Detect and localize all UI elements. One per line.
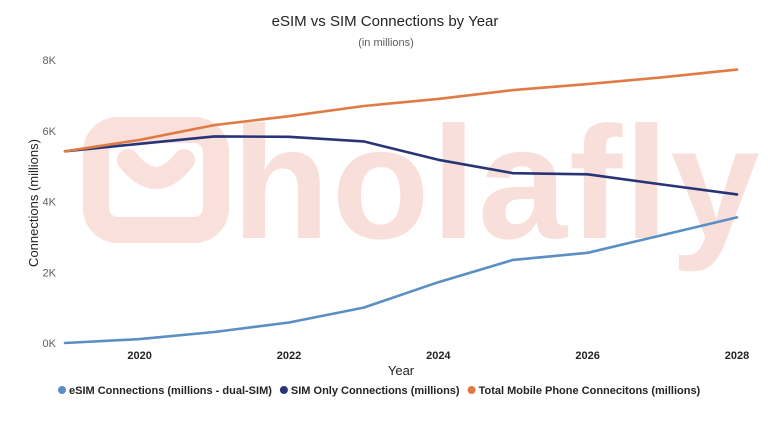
x-tick-label: 2028 — [725, 350, 749, 362]
y-tick-label: 4K — [43, 197, 57, 209]
watermark-logo: holafly — [83, 93, 762, 272]
y-tick-label: 2K — [43, 267, 57, 279]
legend: eSIM Connections (millions - dual-SIM) SI… — [58, 385, 701, 397]
watermark-smile-icon — [117, 149, 195, 189]
watermark-sim-icon — [83, 117, 229, 243]
series-lines — [63, 68, 739, 345]
chart-title: eSIM vs SIM Connections by Year — [272, 13, 499, 30]
legend-item-esim: eSIM Connections (millions - dual-SIM) — [58, 385, 272, 397]
series-line-sim-only — [63, 135, 739, 196]
x-tick-label: 2024 — [426, 350, 451, 362]
y-tick-label: 0K — [43, 338, 57, 350]
legend-marker-total — [467, 386, 476, 394]
legend-marker-sim-only — [279, 386, 288, 394]
y-axis-title: Connections (millions) — [26, 139, 41, 267]
legend-marker-esim — [58, 386, 66, 394]
legend-item-total: Total Mobile Phone Connecitons (millions… — [467, 385, 701, 397]
y-axis: 0K 2K 4K 6K 8K — [43, 55, 57, 350]
series-line-total — [63, 68, 739, 153]
legend-item-sim-only: SIM Only Connections (millions) — [279, 385, 460, 397]
x-axis-title: Year — [388, 363, 415, 378]
y-tick-label: 8K — [43, 55, 57, 67]
legend-label: Total Mobile Phone Connecitons (millions… — [479, 385, 701, 397]
y-tick-label: 6K — [43, 126, 57, 138]
legend-label: eSIM Connections (millions - dual-SIM) — [69, 385, 272, 397]
x-tick-label: 2022 — [277, 350, 301, 362]
series-line-esim — [63, 216, 739, 345]
x-tick-label: 2020 — [127, 350, 151, 362]
watermark-text: holafly — [232, 93, 762, 272]
chart-subtitle: (in millions) — [358, 37, 414, 49]
x-axis: 2020 2022 2024 2026 2028 — [127, 350, 749, 362]
legend-label: SIM Only Connections (millions) — [291, 385, 460, 397]
x-tick-label: 2026 — [575, 350, 599, 362]
